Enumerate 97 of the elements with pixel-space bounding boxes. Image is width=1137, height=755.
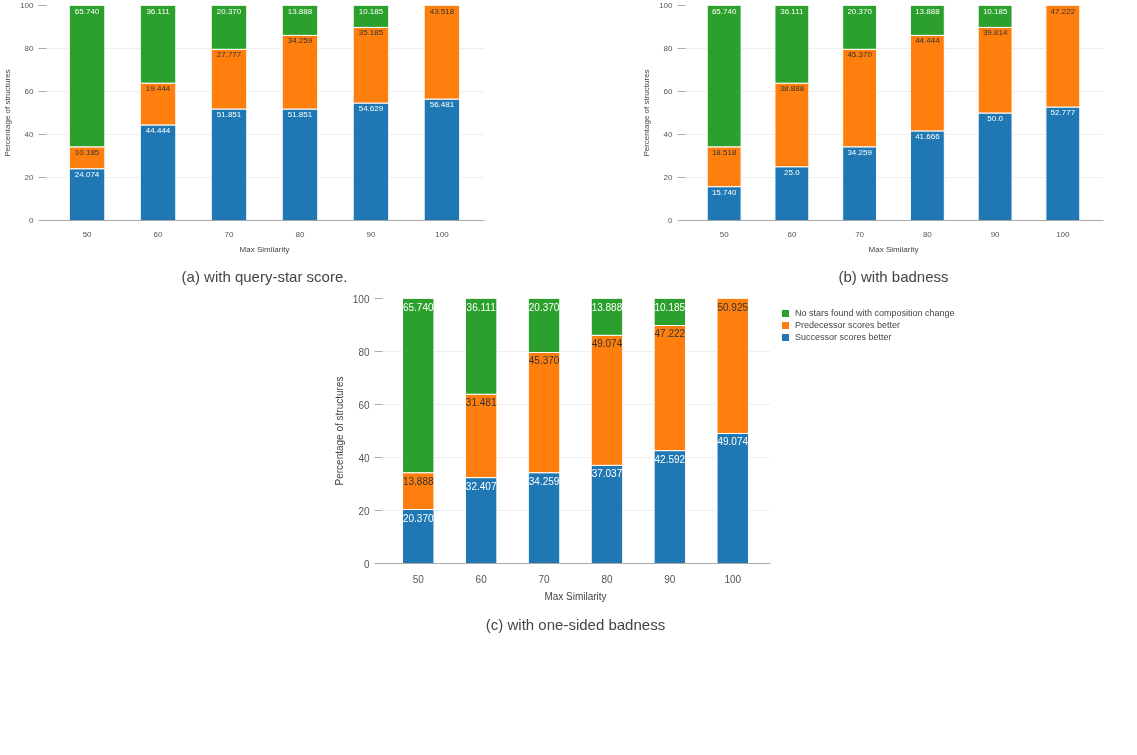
- legend-label: Successor scores better: [795, 332, 892, 342]
- y-tick-label: 40: [24, 130, 35, 139]
- x-tick-label: 90: [664, 573, 676, 585]
- data-label: 27.777: [216, 50, 242, 60]
- y-tick-label: 100: [352, 293, 370, 305]
- data-label: 10.185: [982, 6, 1008, 16]
- y-axis-title: Percentage of structures: [3, 69, 13, 157]
- y-tick-label: 80: [24, 44, 35, 53]
- data-label: 32.407: [465, 480, 497, 492]
- data-label: 50.0: [987, 114, 1004, 123]
- text: (a) with query-star score.: [181, 267, 348, 285]
- data-label: 43.518: [429, 6, 455, 16]
- y-tick-label: 0: [363, 558, 370, 570]
- x-tick-label: 90: [990, 229, 1001, 239]
- data-label: 51.851: [287, 110, 313, 120]
- y-tick-label: 60: [663, 87, 674, 96]
- text: (c) with one-sided badness: [485, 615, 666, 633]
- x-tick-label: 50: [82, 229, 93, 239]
- data-label: 45.370: [847, 50, 873, 60]
- data-label: 50.925: [717, 301, 749, 313]
- data-label: 15.740: [711, 187, 737, 197]
- x-tick-label: 60: [153, 229, 164, 239]
- y-axis-title: Percentage of structures: [642, 69, 652, 157]
- y-tick-label: 80: [663, 44, 674, 53]
- x-tick-label: 80: [922, 229, 933, 239]
- x-axis-title: Max Similarity: [868, 244, 919, 254]
- data-label: 10.185: [74, 147, 100, 157]
- x-tick-label: 100: [1056, 229, 1071, 239]
- y-tick-label: 20: [358, 505, 370, 517]
- data-label: 34.259: [847, 147, 873, 157]
- data-label: 36.111: [146, 6, 171, 16]
- x-tick-label: 80: [295, 229, 305, 239]
- data-label: 36.111: [780, 6, 805, 16]
- y-tick-label: 40: [663, 130, 674, 139]
- data-label: 52.777: [1050, 108, 1076, 118]
- data-label: 44.444: [915, 36, 941, 46]
- x-axis-title: Max Similarity: [239, 244, 290, 254]
- data-label: 51.851: [216, 110, 242, 120]
- data-label: 37.037: [591, 468, 623, 480]
- data-label: 34.259: [528, 475, 560, 487]
- data-label: 24.074: [74, 169, 100, 179]
- data-label: 18.518: [711, 147, 737, 157]
- x-tick-label: 70: [538, 573, 551, 585]
- data-label: 31.481: [465, 397, 497, 409]
- y-tick-label: 40: [358, 452, 370, 464]
- data-label: 39.814: [982, 28, 1008, 38]
- data-label: 10.185: [654, 301, 686, 313]
- data-label: 20.370: [216, 6, 242, 16]
- y-tick-label: 0: [668, 216, 674, 225]
- x-tick-label: 80: [601, 573, 613, 585]
- y-tick-label: 20: [24, 173, 35, 182]
- data-label: 13.888: [591, 301, 623, 313]
- data-label: 47.222: [1050, 6, 1076, 16]
- data-label: 54.629: [358, 104, 384, 114]
- data-label: 20.370: [402, 512, 434, 524]
- legend-label: Predecessor scores better: [795, 320, 901, 330]
- x-tick-label: 70: [224, 229, 235, 239]
- x-tick-label: 50: [412, 573, 425, 585]
- data-label: 65.740: [402, 301, 434, 313]
- y-tick-label: 0: [29, 216, 35, 225]
- y-tick-label: 60: [358, 399, 370, 411]
- x-tick-label: 60: [787, 229, 797, 239]
- data-label: 19.444: [145, 84, 171, 94]
- legend-label: No stars found with composition change: [795, 308, 955, 318]
- y-axis-title: Percentage of structures: [333, 376, 345, 486]
- x-axis-title: Max Similarity: [544, 590, 607, 602]
- data-label: 49.074: [591, 338, 623, 350]
- data-label: 36.111: [466, 301, 497, 313]
- text: (b) with badness: [838, 267, 949, 285]
- data-label: 13.888: [915, 6, 941, 16]
- y-tick-label: 100: [20, 1, 35, 10]
- x-tick-label: 100: [724, 573, 742, 585]
- x-tick-label: 50: [719, 229, 730, 239]
- data-label: 41.666: [915, 131, 941, 141]
- data-label: 44.444: [145, 125, 171, 135]
- x-tick-label: 100: [435, 229, 450, 239]
- y-tick-label: 80: [358, 346, 370, 358]
- data-label: 20.370: [847, 6, 873, 16]
- y-tick-label: 100: [659, 1, 674, 10]
- data-label: 65.740: [711, 6, 737, 16]
- data-label: 35.185: [358, 28, 384, 38]
- y-tick-label: 20: [663, 173, 674, 182]
- x-tick-label: 90: [366, 229, 376, 239]
- data-label: 45.370: [528, 355, 560, 367]
- data-label: 10.185: [358, 6, 384, 16]
- data-label: 13.888: [287, 6, 313, 16]
- data-label: 25.0: [784, 167, 801, 177]
- data-label: 38.888: [779, 84, 805, 94]
- data-label: 13.888: [402, 475, 434, 487]
- data-label: 65.740: [74, 6, 100, 16]
- data-label: 56.481: [429, 100, 455, 110]
- data-label: 20.370: [528, 301, 560, 313]
- y-tick-label: 60: [24, 87, 35, 96]
- x-tick-label: 60: [475, 573, 488, 585]
- data-label: 34.259: [287, 36, 313, 46]
- data-label: 49.074: [717, 436, 749, 448]
- x-tick-label: 70: [855, 229, 865, 239]
